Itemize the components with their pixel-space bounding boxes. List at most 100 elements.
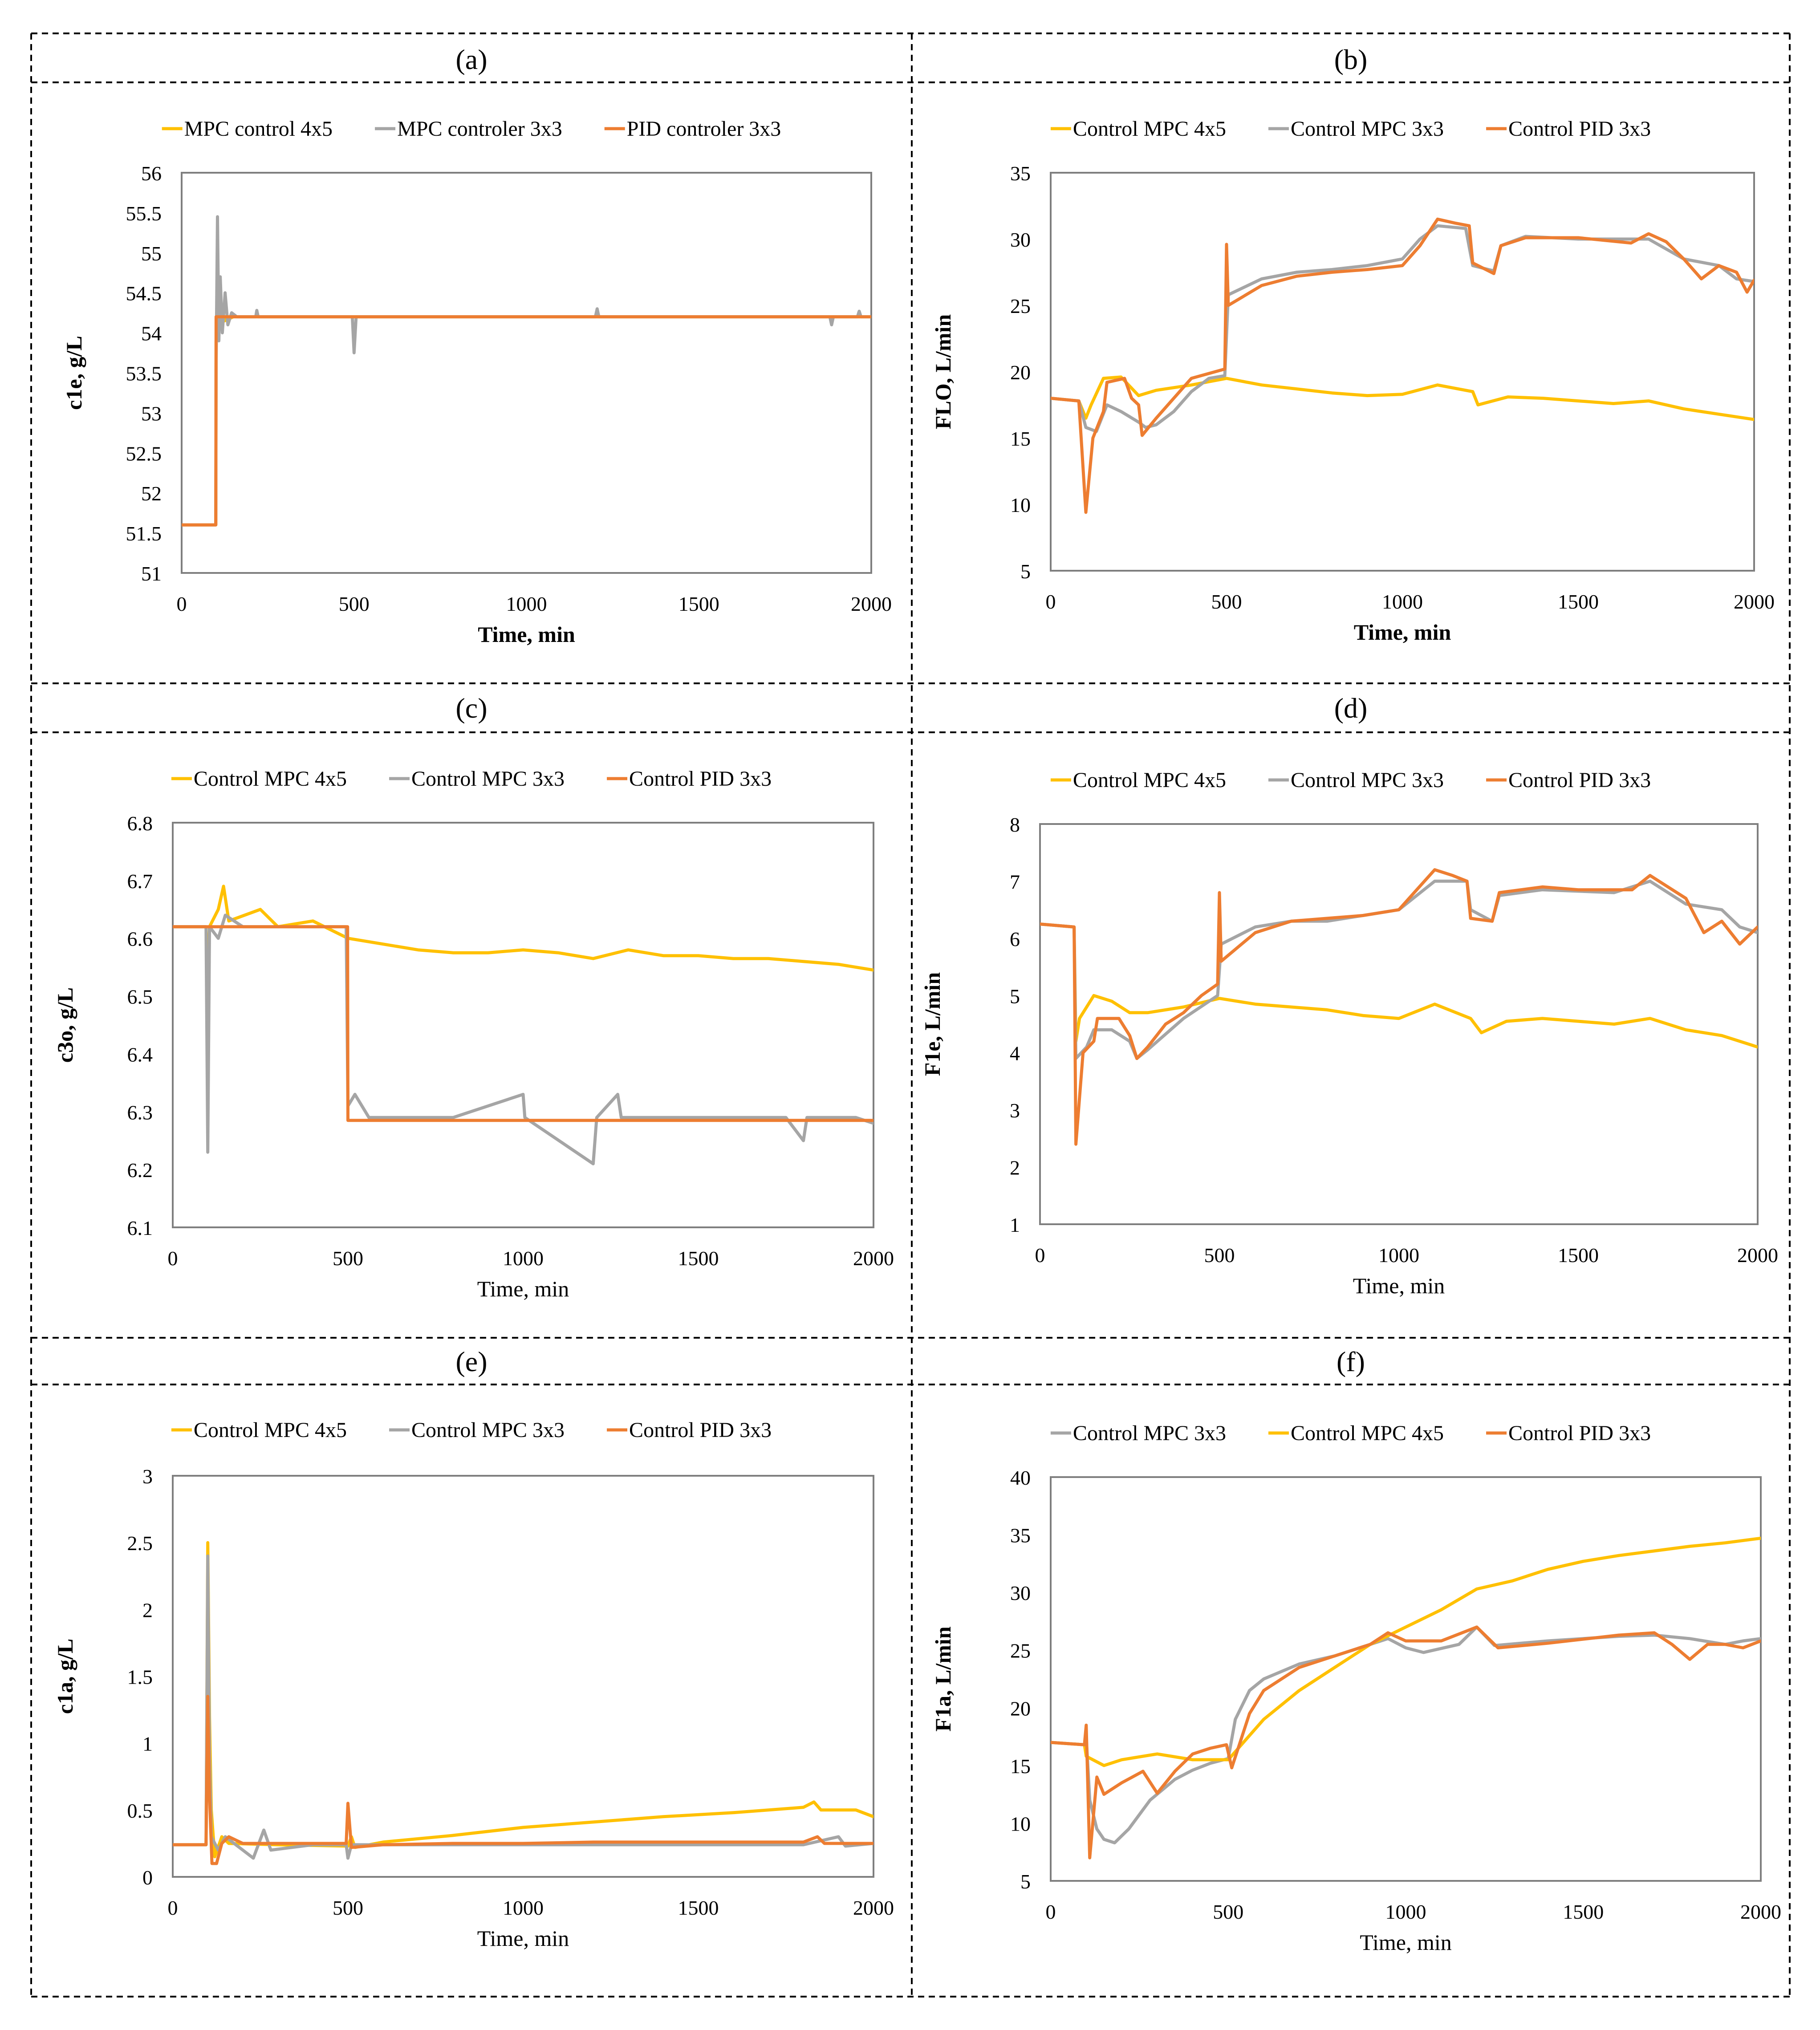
legend: Control MPC 4x5 Control MPC 3x3 Control PI… [1050,117,1651,141]
y-tick-label: 6.7 [127,870,153,893]
y-tick-label: 51.5 [126,522,162,545]
y-axis-label: c1a, g/L [53,1639,77,1714]
legend-label: Control MPC 3x3 [411,1418,565,1442]
y-tick-label: 4 [1010,1042,1020,1065]
y-tick-label: 5 [1010,985,1020,1007]
y-axis-label: FLO, L/min [930,314,955,430]
panel-label: (e) [455,1346,487,1377]
legend-label: Control MPC 4x5 [194,767,347,791]
y-tick-label: 20 [1010,361,1031,384]
x-tick-label: 1500 [678,1896,719,1919]
y-tick-label: 30 [1010,1582,1031,1604]
panel-label: (c) [455,692,487,724]
figure-frame [30,32,1791,1998]
y-tick-label: 2 [142,1599,153,1621]
panel-label: (f) [1337,1346,1365,1377]
y-tick-label: 2 [1010,1157,1020,1179]
legend: MPC control 4x5 MPC controler 3x3 PID cont… [162,117,781,141]
plot-area [172,1475,874,1878]
series-group [1040,868,1758,1146]
legend-label: Control MPC 4x5 [1291,1421,1444,1445]
y-tick-label: 1 [142,1733,153,1755]
x-tick-label: 1500 [1558,1244,1599,1267]
series-group [1051,1536,1761,1859]
y-tick-label: 20 [1010,1697,1031,1720]
legend-label: Control MPC 4x5 [1073,117,1226,141]
y-tick-label: 3 [1010,1099,1020,1122]
y-tick-label: 30 [1010,228,1031,251]
y-tick-label: 35 [1010,162,1031,185]
y-tick-label: 1 [1010,1214,1020,1236]
legend-label: Control MPC 4x5 [194,1418,347,1442]
x-tick-label: 500 [1204,1244,1235,1267]
y-tick-label: 6.6 [127,928,153,950]
x-tick-label: 2000 [853,1247,894,1270]
x-tick-label: 1500 [1558,590,1599,613]
y-tick-label: 2.5 [127,1532,153,1555]
plot-area [1039,823,1759,1225]
y-axis-label: c1e, g/L [61,336,86,410]
x-tick-label: 2000 [1734,590,1775,613]
x-tick-label: 1500 [678,593,719,615]
legend-label: Control PID 3x3 [1508,1421,1651,1445]
y-tick-label: 8 [1010,813,1020,836]
y-tick-label: 52 [141,482,162,505]
plot-area [181,172,872,574]
panel-label: (b) [1334,44,1368,75]
x-axis-label: Time, min [1354,620,1451,645]
x-tick-label: 1000 [503,1896,544,1919]
legend-label: Control MPC 3x3 [1073,1421,1226,1445]
legend: Control MPC 4x5 Control MPC 3x3 Control PI… [171,1418,772,1442]
series-line-mpc4x5 [173,885,873,998]
y-tick-label: 25 [1010,1640,1031,1662]
x-tick-label: 0 [168,1896,178,1919]
plot-area [172,822,874,1228]
x-tick-label: 2000 [851,593,892,615]
x-tick-label: 1000 [506,593,547,615]
plot-area [1050,172,1755,572]
x-tick-label: 2000 [1737,1244,1778,1267]
legend-label: Control PID 3x3 [629,767,772,791]
y-axis-label: F1e, L/min [920,972,945,1076]
y-tick-label: 10 [1010,1812,1031,1835]
x-tick-label: 0 [168,1247,178,1270]
series-line-pid3x3 [1051,1625,1761,1859]
y-tick-label: 6.8 [127,812,153,835]
legend-label: Control PID 3x3 [629,1418,772,1442]
panel-label: (d) [1334,692,1368,724]
y-tick-label: 55 [141,242,162,265]
series-group [182,215,871,527]
legend-label: MPC control 4x5 [184,117,333,141]
series-group [173,885,873,1165]
y-tick-label: 3 [142,1465,153,1488]
x-axis-label: Time, min [477,1926,569,1951]
y-tick-label: 15 [1010,427,1031,450]
y-tick-label: 6.1 [127,1217,153,1239]
y-tick-label: 6.3 [127,1101,153,1124]
series-group [173,1541,873,1865]
x-axis-label: Time, min [1360,1930,1452,1955]
plot-area [1050,1476,1762,1882]
y-tick-label: 55.5 [126,202,162,225]
y-tick-label: 53.5 [126,362,162,385]
x-tick-label: 0 [1035,1244,1045,1267]
series-line-pid3x3 [173,1695,873,1865]
x-tick-label: 1000 [1385,1900,1426,1923]
series-line-pid3x3 [1040,868,1758,1146]
series-line-mpc3x3 [173,914,873,1165]
series-group [1051,217,1754,514]
x-axis-label: Time, min [1353,1273,1445,1298]
legend-label: Control MPC 3x3 [1291,117,1444,141]
panel-label: (a) [455,44,487,75]
y-axis-label: c3o, g/L [53,987,77,1063]
y-tick-label: 35 [1010,1524,1031,1547]
legend: Control MPC 4x5 Control MPC 3x3 Control PI… [171,767,772,791]
panel-d: (d) 1 2 3 4 5 6 7 8 0 500 1000 1500 2000 Time, min F1e,… [920,692,1778,1298]
legend-label: MPC controler 3x3 [397,117,562,141]
y-tick-label: 15 [1010,1755,1031,1778]
y-tick-label: 1.5 [127,1666,153,1689]
x-tick-label: 0 [1046,590,1056,613]
y-tick-label: 5 [1020,1870,1031,1893]
legend-label: Control MPC 3x3 [411,767,565,791]
